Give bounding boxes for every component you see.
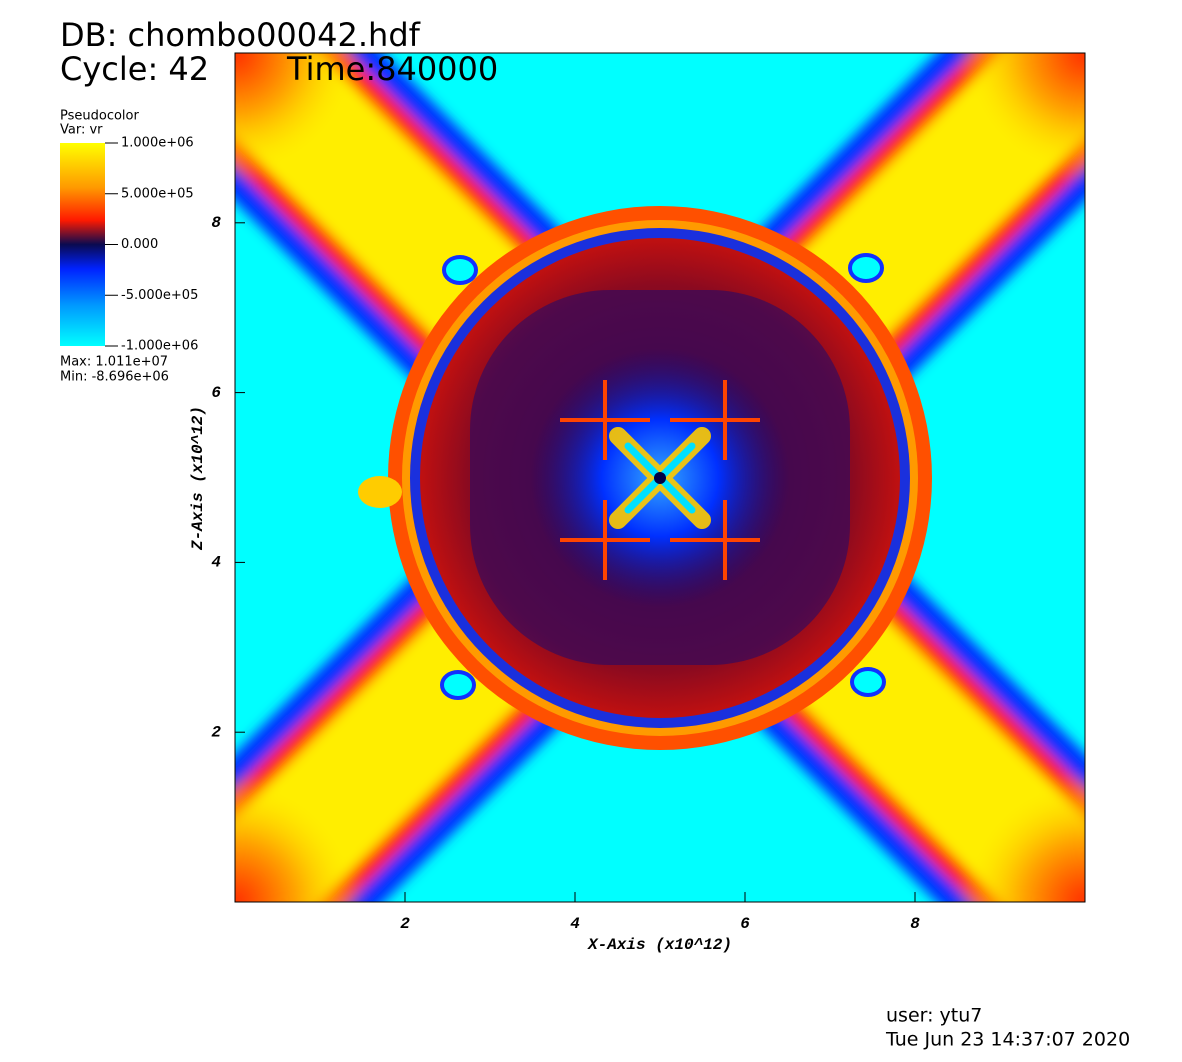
y-tick-label: 6 (211, 384, 221, 402)
x-tick-label: 6 (740, 915, 750, 933)
legend-title: Pseudocolor (60, 109, 139, 124)
plot-frame (234, 52, 1086, 903)
field (235, 53, 1085, 902)
colorbar-tick-label: 1.000e+06 (121, 136, 194, 151)
colorbar-tick-label: 0.000 (121, 237, 158, 252)
cycle: Cycle: 42 (60, 50, 209, 88)
y-tick-label: 8 (211, 214, 221, 232)
x-tick-label: 2 (400, 915, 410, 933)
colorbar-tick-label: -5.000e+05 (121, 288, 198, 303)
db-title: DB: chombo00042.hdf (60, 16, 421, 54)
legend-var: Var: vr (60, 123, 103, 138)
y-tick-label: 4 (211, 554, 221, 572)
time: Time:840000 (286, 50, 498, 88)
user: user: ytu7 (886, 1005, 982, 1027)
legend-max: Max: 1.011e+07 (60, 355, 168, 370)
x-tick-label: 4 (570, 915, 580, 933)
y-tick-label: 2 (211, 723, 221, 741)
y-axis-label: Z-Axis (x10^12) (189, 406, 207, 551)
colorbar (60, 143, 105, 346)
x-axis-label: X-Axis (x10^12) (587, 936, 732, 954)
date: Tue Jun 23 14:37:07 2020 (885, 1029, 1130, 1051)
colorbar-tick-label: -1.000e+06 (121, 339, 198, 354)
legend-min: Min: -8.696e+06 (60, 370, 169, 385)
x-tick-label: 8 (910, 915, 920, 933)
colorbar-tick-label: 5.000e+05 (121, 186, 194, 201)
